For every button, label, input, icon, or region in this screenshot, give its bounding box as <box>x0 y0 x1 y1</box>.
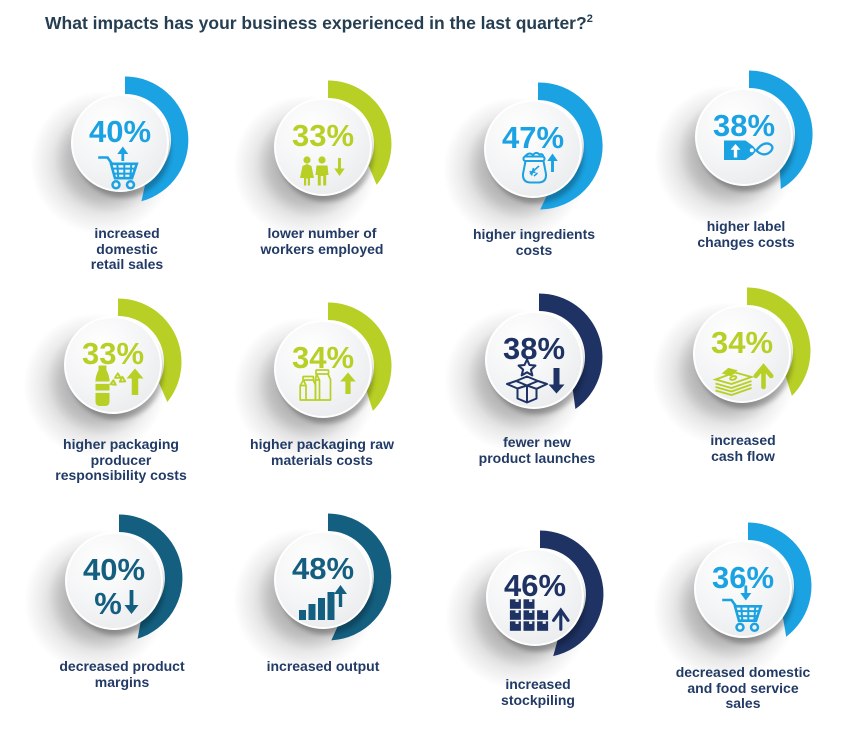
svg-text:33%: 33% <box>82 336 144 371</box>
svg-text:38%: 38% <box>503 331 565 366</box>
svg-text:34%: 34% <box>711 325 773 360</box>
svg-text:40%: 40% <box>89 114 151 149</box>
svg-text:%: % <box>94 586 122 621</box>
svg-text:36%: 36% <box>712 560 774 595</box>
svg-text:33%: 33% <box>292 118 354 153</box>
svg-text:46%: 46% <box>504 568 566 603</box>
svg-text:40%: 40% <box>83 552 145 587</box>
svg-text:47%: 47% <box>502 120 564 155</box>
svg-text:48%: 48% <box>292 551 354 586</box>
svg-text:38%: 38% <box>713 108 775 143</box>
